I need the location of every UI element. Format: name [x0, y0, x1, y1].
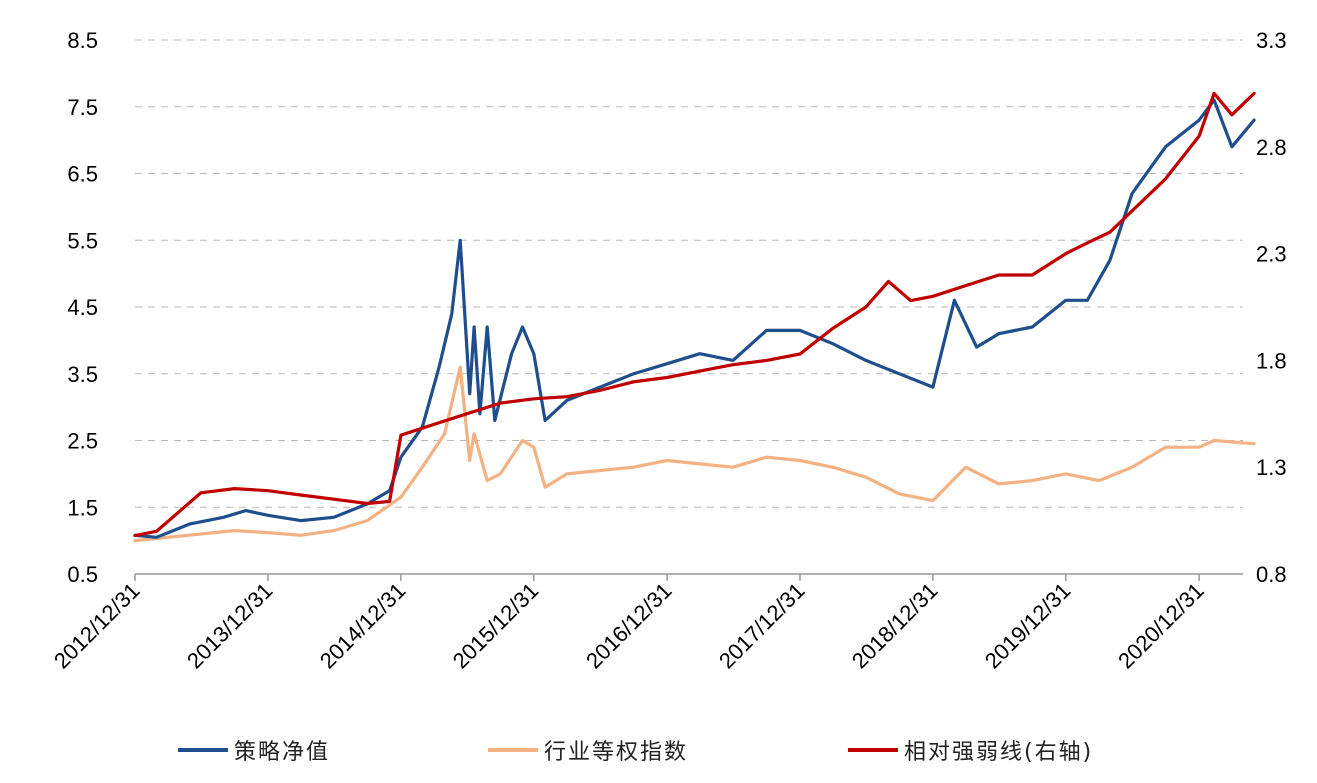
legend-label-relative-strength: 相对强弱线(右轴): [904, 740, 1094, 765]
right-axis-tick-label: 2.8: [1256, 135, 1287, 160]
right-axis-tick-label: 0.8: [1256, 562, 1287, 587]
left-axis-tick-label: 1.5: [67, 495, 98, 520]
legend-item-relative-strength: 相对强弱线(右轴): [848, 728, 1093, 772]
right-axis-tick-label: 3.3: [1256, 28, 1287, 53]
left-axis-tick-label: 6.5: [67, 162, 98, 187]
legend-swatch-industry-index: [488, 748, 538, 752]
legend-label-industry-index: 行业等权指数: [544, 740, 689, 765]
x-axis-tick-label: 2015/12/31: [448, 578, 544, 674]
series-line-strategy: [133, 98, 1256, 539]
legend-swatch-strategy: [178, 748, 228, 752]
axes-group: 0.5 1.5 2.5 3.5 4.5 5.5 6.5 7.5 8.5 0.8 1.3 1.8 2.3 2…: [49, 28, 1287, 673]
x-axis-tick-label: 2013/12/31: [182, 578, 278, 674]
x-axis-tick-label: 2020/12/31: [1113, 578, 1209, 674]
x-axis-tick-label: 2014/12/31: [315, 578, 411, 674]
left-axis-tick-label: 7.5: [67, 95, 98, 120]
right-axis-tick-label: 1.8: [1256, 348, 1287, 373]
right-axis-tick-label: 1.3: [1256, 455, 1287, 480]
series-group: [133, 91, 1256, 543]
legend-item-industry-index: 行业等权指数: [488, 728, 688, 772]
legend-swatch-relative-strength: [848, 748, 898, 752]
series-line-relative-strength: [133, 91, 1256, 538]
series-line-industry-index: [133, 365, 1256, 543]
x-axis-tick-label: 2017/12/31: [714, 578, 810, 674]
legend-label-strategy: 策略净值: [234, 740, 331, 765]
x-axis-tick-label: 2012/12/31: [49, 578, 145, 674]
left-axis-tick-label: 8.5: [67, 28, 98, 53]
x-axis-tick-label: 2018/12/31: [847, 578, 943, 674]
left-axis-tick-label: 0.5: [67, 562, 98, 587]
grid-lines: [135, 39, 1243, 508]
x-axis-tick-label: 2016/12/31: [581, 578, 677, 674]
legend: 策略净值 行业等权指数 相对强弱线(右轴): [0, 728, 1317, 772]
legend-item-strategy: 策略净值: [178, 728, 330, 772]
left-axis-tick-label: 3.5: [67, 362, 98, 387]
x-axis-tick-label: 2019/12/31: [980, 578, 1076, 674]
left-axis-tick-label: 4.5: [67, 295, 98, 320]
right-axis-tick-label: 2.3: [1256, 242, 1287, 267]
left-axis-tick-label: 5.5: [67, 228, 98, 253]
left-axis-tick-label: 2.5: [67, 429, 98, 454]
